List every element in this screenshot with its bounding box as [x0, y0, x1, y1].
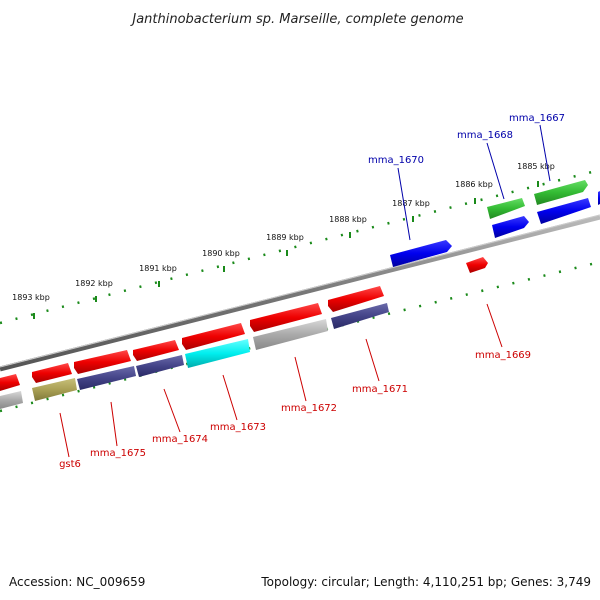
kbp-label-1886: 1886 kbp [455, 180, 493, 189]
gene-left-edge-gray [0, 391, 23, 409]
gene-leader-lines [59, 124, 551, 458]
gene-blue-reverse-1 [537, 198, 591, 224]
gene-label-mma-1673[interactable]: mma_1673 [210, 422, 266, 433]
gene-mma-1670-feature [390, 240, 452, 267]
kbp-major-ticks [33, 181, 539, 319]
map-title: Janthinobacterium sp. Marseille, complet… [129, 12, 463, 27]
gene-label-gst6[interactable]: gst6 [59, 459, 81, 470]
kbp-label-1885: 1885 kbp [517, 162, 555, 171]
gene-mma-1667-feature [534, 180, 588, 205]
gene-label-mma-1669[interactable]: mma_1669 [475, 350, 531, 361]
gene-gst6-top-feature [32, 363, 72, 383]
gene-label-mma-1671[interactable]: mma_1671 [352, 384, 408, 395]
gene-label-mma-1674[interactable]: mma_1674 [152, 434, 208, 445]
kbp-label-1888: 1888 kbp [329, 215, 367, 224]
gene-mma-1668-feature [487, 198, 525, 219]
kbp-label-1891: 1891 kbp [139, 264, 177, 273]
genome-backbone [0, 214, 600, 372]
gene-label-mma-1672[interactable]: mma_1672 [281, 403, 337, 414]
gene-labels: mma_1667 mma_1668 mma_1670 mma_1669 mma_… [59, 113, 565, 470]
gene-navy-1675 [77, 366, 136, 390]
gene-gst6-feature [32, 378, 77, 401]
kbp-label-1889: 1889 kbp [266, 233, 304, 242]
genome-summary-text: Topology: circular; Length: 4,110,251 bp… [260, 575, 591, 589]
reverse-strand-genes [0, 198, 591, 409]
gene-label-mma-1668[interactable]: mma_1668 [457, 130, 513, 141]
gene-mma-1672-feature [250, 303, 322, 332]
kbp-label-1892: 1892 kbp [75, 279, 113, 288]
gene-navy-1671 [331, 303, 389, 329]
kbp-tick-labels: 1893 kbp 1892 kbp 1891 kbp 1890 kbp 1889… [12, 162, 555, 302]
kbp-label-1893: 1893 kbp [12, 293, 50, 302]
gene-navy-1674 [136, 355, 184, 377]
gene-mma-1669-feature [466, 257, 488, 273]
gene-mma-1671-feature [328, 286, 384, 312]
gene-mma-1673-feature [182, 323, 245, 350]
accession-text: Accession: NC_009659 [9, 575, 145, 589]
kbp-label-1890: 1890 kbp [202, 249, 240, 258]
kbp-label-1887: 1887 kbp [392, 199, 430, 208]
gene-label-mma-1675[interactable]: mma_1675 [90, 448, 146, 459]
gene-mma-1675-feature [74, 350, 131, 374]
gene-mma-1674-feature [133, 340, 179, 361]
gene-label-mma-1667[interactable]: mma_1667 [509, 113, 565, 124]
gene-label-mma-1670[interactable]: mma_1670 [368, 155, 424, 166]
gene-left-edge-red [0, 374, 20, 391]
gene-cyan-1673 [185, 339, 250, 368]
kbp-scale-ring-outer [0, 168, 600, 325]
gene-blue-reverse-2 [492, 216, 529, 238]
gene-gray-1672 [253, 319, 328, 350]
